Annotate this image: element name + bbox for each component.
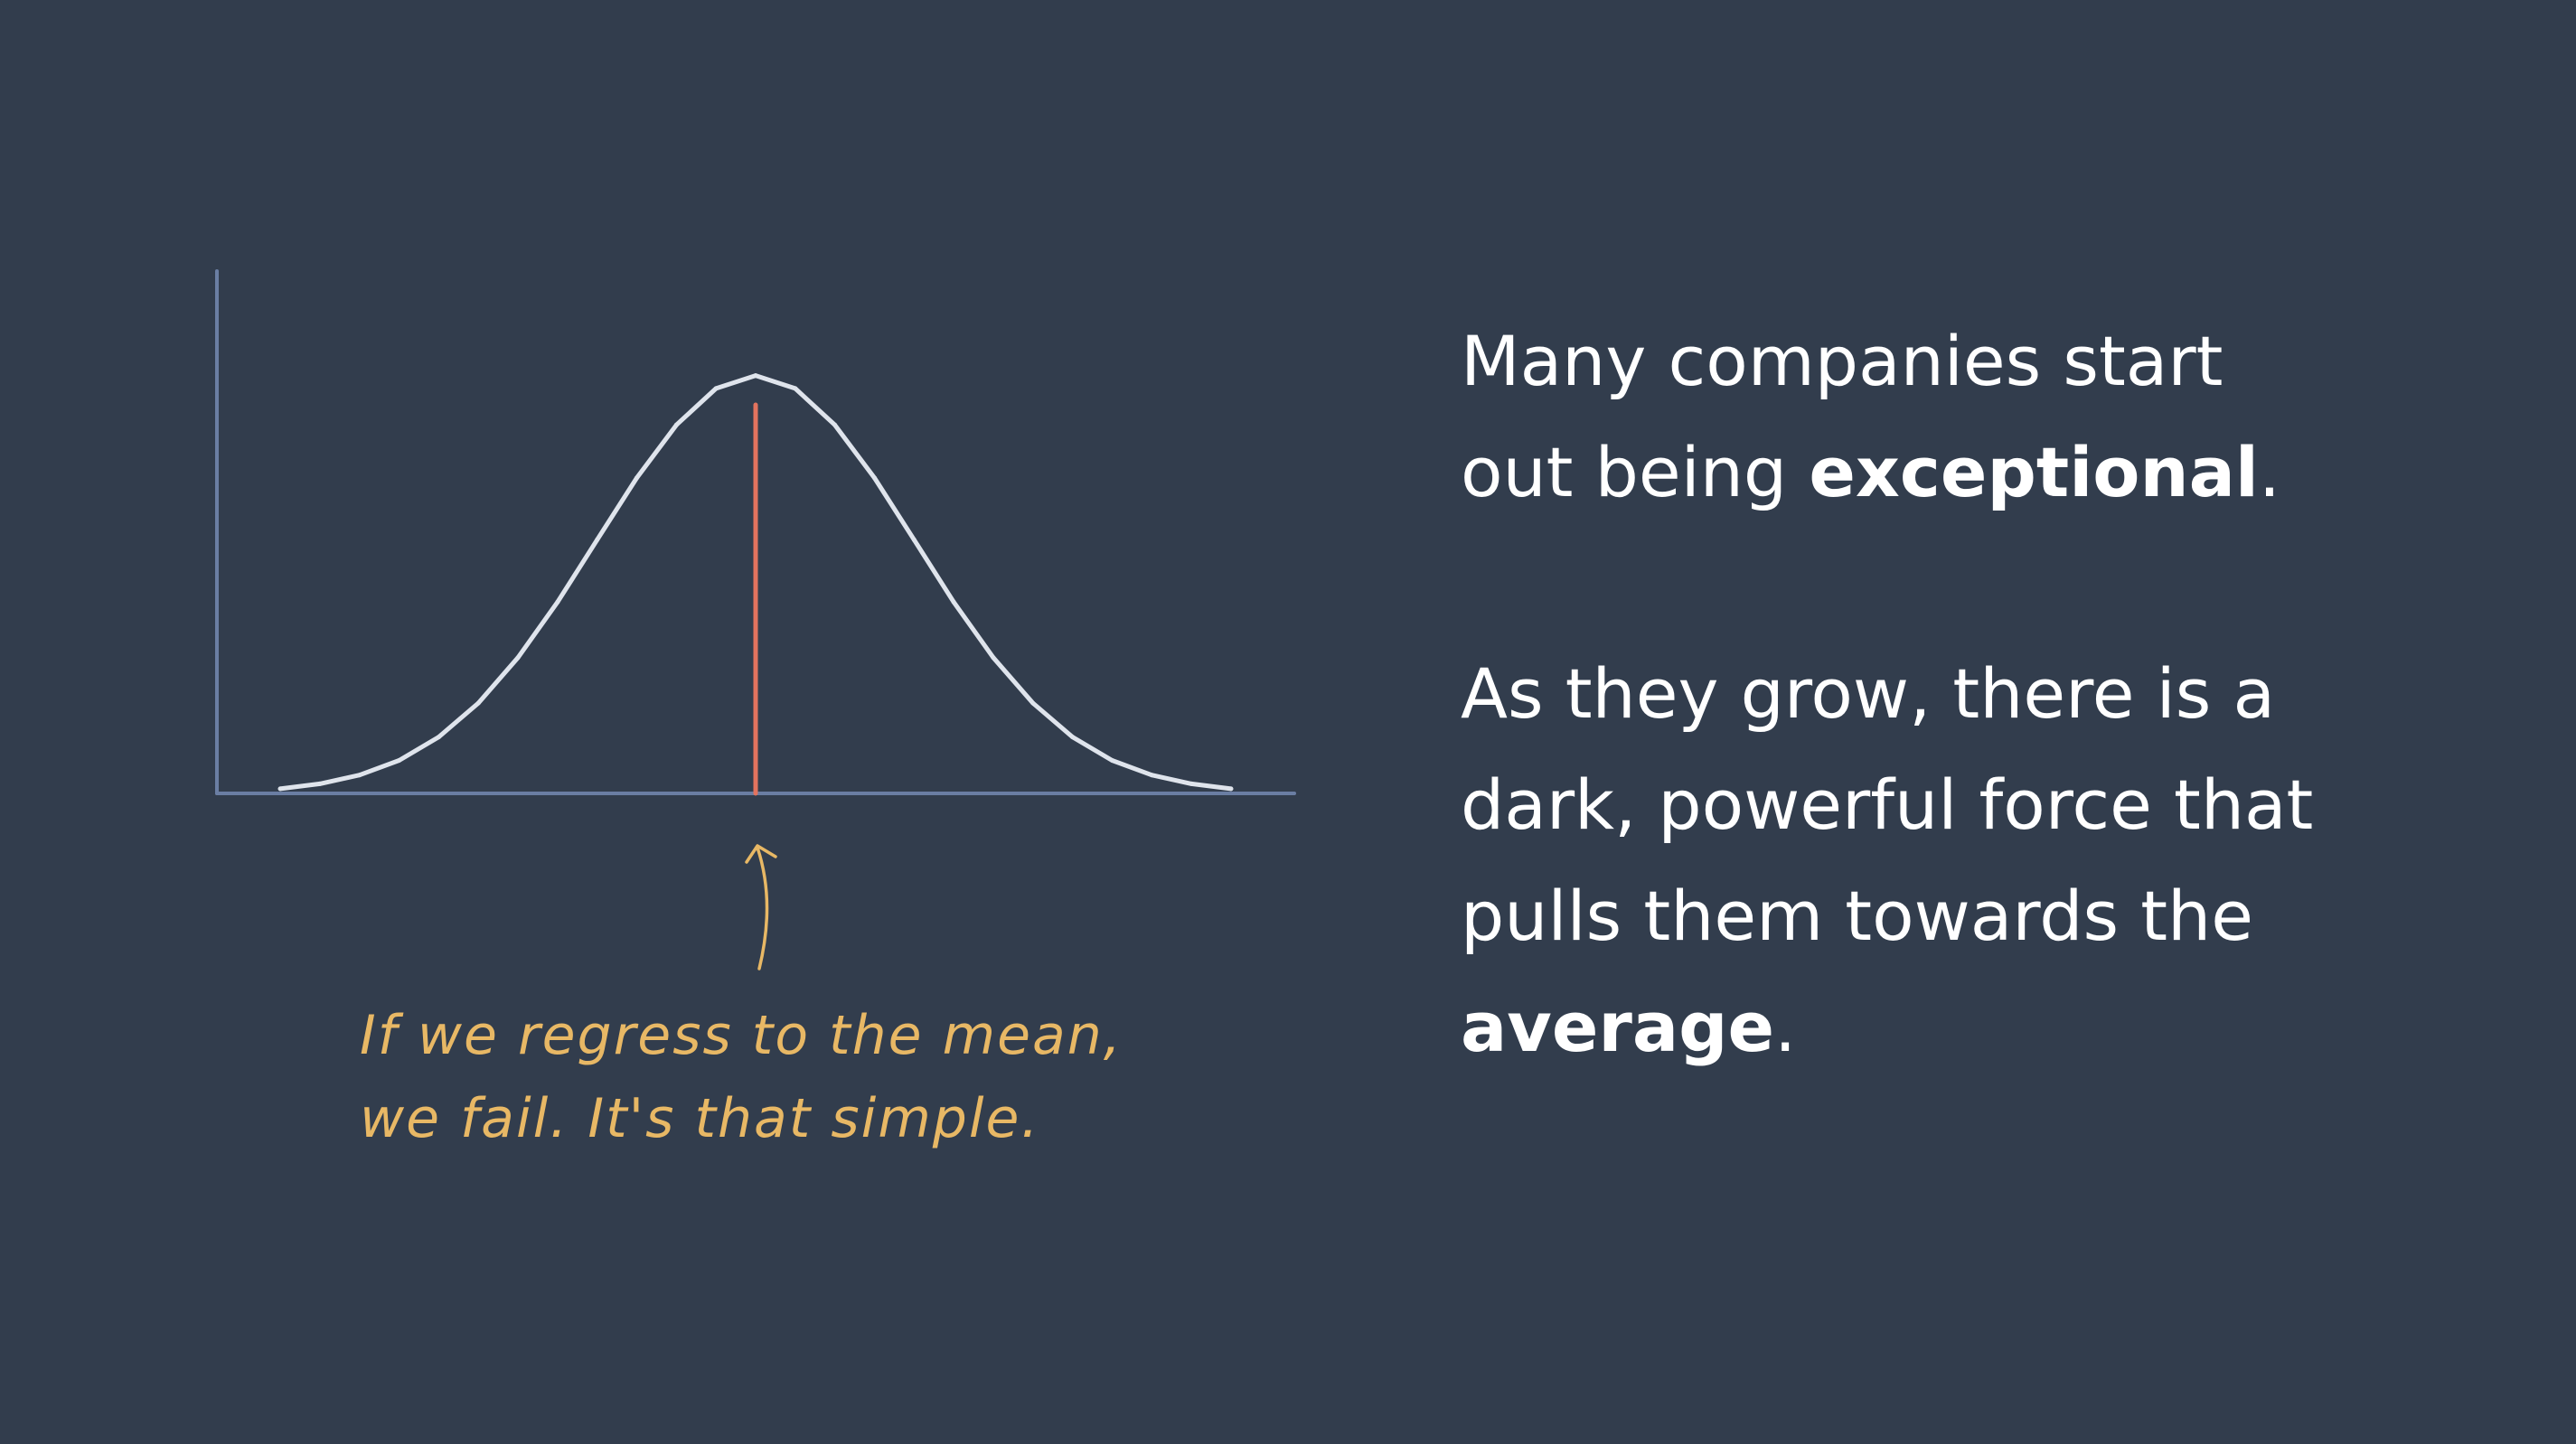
- p2-line-3: pulls them towards the: [1461, 876, 2253, 956]
- curve-point: [793, 386, 798, 391]
- curve-point: [1030, 700, 1036, 706]
- average-emphasis: average: [1461, 987, 1775, 1067]
- annotation-line-2: we fail. It's that simple.: [360, 1087, 1040, 1150]
- curve-point: [555, 599, 560, 605]
- curve-point: [397, 758, 402, 763]
- curve-point: [832, 422, 838, 427]
- slide-text: Many companies start out being exception…: [1461, 305, 2500, 1083]
- curve-point: [357, 773, 362, 778]
- curve-point: [1189, 781, 1194, 786]
- curve-point: [436, 735, 441, 740]
- annotation-line-1: If we regress to the mean,: [360, 1004, 1123, 1067]
- curve-point: [911, 537, 917, 542]
- paragraph-exceptional: Many companies start out being exception…: [1461, 305, 2500, 528]
- paragraph-average: As they grow, there is a dark, powerful …: [1461, 638, 2500, 1083]
- curve-point: [317, 781, 323, 786]
- up-arrow-icon: [745, 844, 777, 970]
- curve-point: [1149, 773, 1154, 778]
- curve-point: [635, 475, 639, 481]
- curve-point: [951, 599, 956, 605]
- p2-line-2: dark, powerful force that: [1461, 764, 2314, 845]
- curve-point: [872, 475, 877, 481]
- bell-curve-chart: [215, 269, 1296, 970]
- bell-curve-points: [277, 373, 1234, 792]
- p2-line-1: As they grow, there is a: [1461, 653, 2276, 734]
- p1-line-2: out being: [1461, 432, 1810, 512]
- curve-point: [277, 786, 283, 792]
- p1-period: .: [2258, 432, 2281, 512]
- exceptional-emphasis: exceptional: [1809, 432, 2259, 512]
- curve-point: [713, 386, 719, 391]
- p2-period: .: [1774, 987, 1797, 1067]
- curve-point: [1228, 786, 1234, 792]
- curve-point: [595, 537, 600, 542]
- curve-point: [991, 655, 996, 661]
- curve-point: [1109, 758, 1114, 763]
- curve-point: [1070, 735, 1076, 740]
- curve-point: [515, 655, 521, 661]
- mean-annotation: If we regress to the mean, we fail. It's…: [360, 994, 1173, 1160]
- p1-line-1: Many companies start: [1461, 321, 2223, 401]
- curve-point: [673, 422, 679, 427]
- curve-point: [753, 373, 758, 379]
- curve-point: [475, 700, 481, 706]
